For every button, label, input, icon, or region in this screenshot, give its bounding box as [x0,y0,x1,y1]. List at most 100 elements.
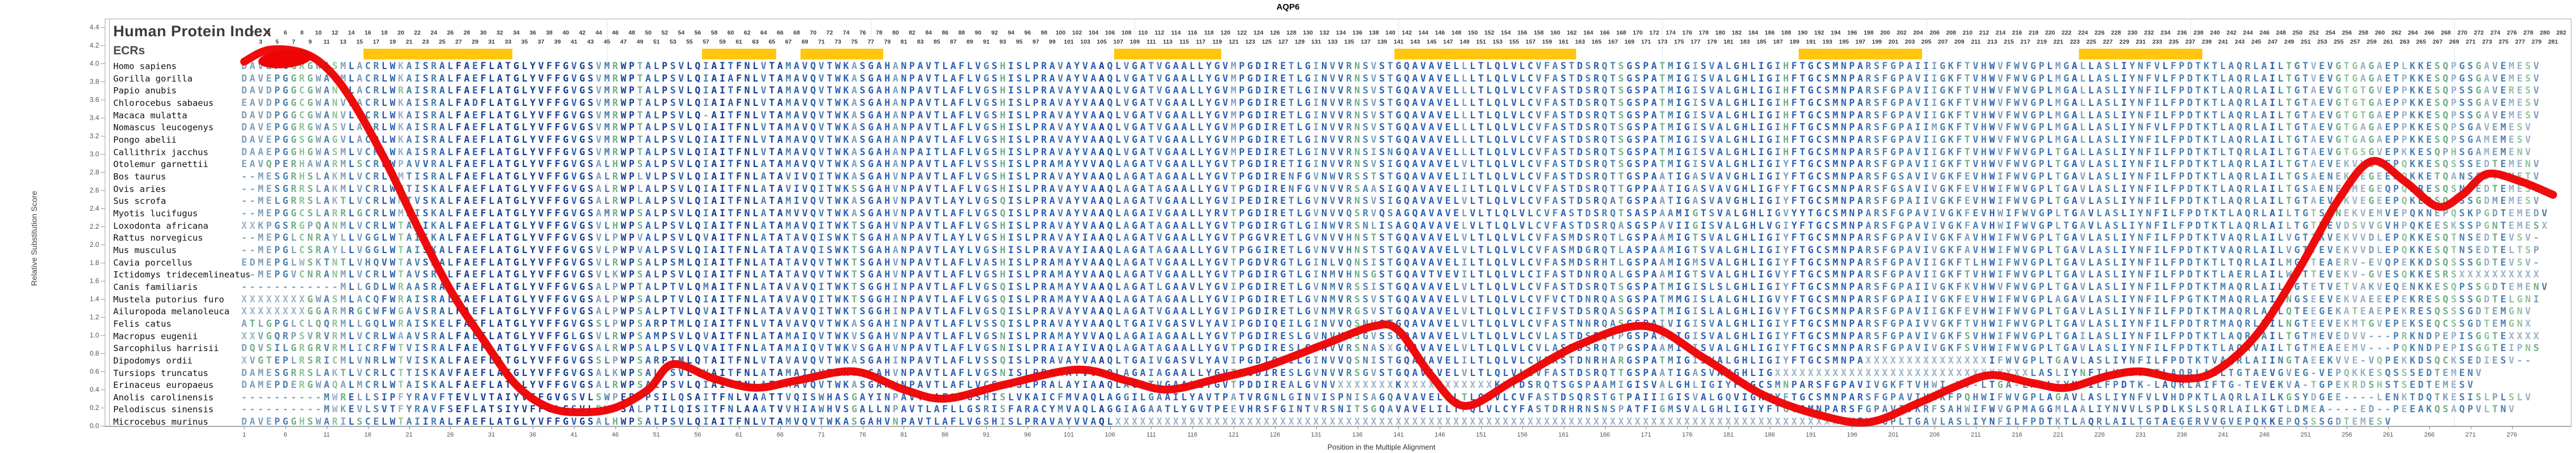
ruler-number: 77 [867,39,875,45]
ruler-number: 126 [1270,29,1280,36]
ruler-number: 3 [259,39,263,45]
ruler-number: 273 [2482,39,2492,45]
ruler-number: 153 [1492,39,1503,45]
ruler-number: 79 [884,39,891,45]
ruler-number: 37 [537,39,545,45]
ruler-number: 42 [579,29,586,36]
ruler-number: 181 [1723,39,1734,45]
x-tick-label: 111 [1146,431,1156,438]
ruler-number: 106 [1105,29,1115,36]
panel-heading: Human Protein Index [113,23,272,40]
ruler-number: 195 [1839,39,1849,45]
x-tick-mark [2017,426,2018,429]
ruler-number: 125 [1261,39,1272,45]
y-tick-label: 0.6 [89,367,99,375]
ruler-number: 183 [1740,39,1750,45]
x-tick-label: 66 [776,431,784,438]
ruler-number: 165 [1591,39,1602,45]
ruler-number: 121 [1229,39,1239,45]
ruler-number: 55 [686,39,693,45]
x-tick-label: 181 [1723,431,1734,438]
ruler-number: 185 [1756,39,1766,45]
y-tick-label: 3.8 [89,78,99,86]
ruler-number: 119 [1212,39,1222,45]
ruler-number: 94 [1007,29,1015,36]
ruler-number: 124 [1253,29,1264,36]
y-tick-mark [101,335,105,336]
x-tick-mark [1687,426,1688,429]
ruler-number: 221 [2053,39,2064,45]
x-tick-label: 96 [1024,431,1032,438]
ruler-number: 25 [438,39,446,45]
ruler-number: 91 [983,39,990,45]
ruler-number: 252 [2309,29,2319,36]
x-tick-label: 106 [1105,431,1115,438]
ruler-number: 9 [308,39,312,45]
ruler-number: 220 [2045,29,2055,36]
y-tick-mark [101,27,105,28]
x-tick-label: 166 [1599,431,1610,438]
ruler-number: 86 [942,29,949,36]
x-tick-mark [285,426,286,429]
ruler-number: 90 [974,29,982,36]
ruler-number: 135 [1344,39,1354,45]
ruler-number: 120 [1220,29,1231,36]
x-tick-mark [986,426,987,429]
y-tick-mark [101,371,105,372]
ruler-number: 259 [2367,39,2377,45]
ruler-number: 127 [1278,39,1289,45]
y-tick-mark [101,299,105,300]
ruler-number: 269 [2449,39,2459,45]
ruler-number: 158 [1534,29,1544,36]
y-tick-label: 0.4 [89,386,99,394]
ruler-number: 162 [1567,29,1577,36]
ruler-number: 274 [2490,29,2501,36]
ruler-number: 52 [661,29,668,36]
ruler-number: 245 [2251,39,2261,45]
ruler-number: 24 [430,29,438,36]
ruler-number: 39 [554,39,561,45]
y-tick-label: 4.2 [89,41,99,49]
ruler-number: 16 [364,29,371,36]
species-name: Pelodiscus sinensis [113,404,214,415]
x-tick-mark [1274,426,1276,429]
ruler-number: 152 [1484,29,1495,36]
x-tick-mark [1151,426,1152,429]
ruler-number: 266 [2424,29,2434,36]
ruler-number: 270 [2457,29,2468,36]
x-tick-mark [2305,426,2307,429]
ruler-number: 244 [2243,29,2253,36]
ruler-number: 83 [917,39,924,45]
ruler-number: 196 [1847,29,1858,36]
ruler-number: 213 [1987,39,1997,45]
ruler-number: 102 [1072,29,1082,36]
ruler-number: 104 [1088,29,1099,36]
ruler-number: 197 [1855,39,1865,45]
x-tick-label: 216 [2012,431,2022,438]
x-tick-mark [1604,426,1606,429]
ruler-number: 60 [727,29,734,36]
ruler-number: 198 [1863,29,1874,36]
ruler-number: 172 [1649,29,1659,36]
species-name: Sarcophilus harrisii [113,343,219,354]
ruler-number: 194 [1830,29,1841,36]
ruler-number: 76 [859,29,866,36]
ruler-number: 154 [1500,29,1511,36]
ruler-number: 190 [1798,29,1808,36]
ruler-number: 56 [694,29,701,36]
ruler-number: 215 [2004,39,2014,45]
ruler-number: 110 [1138,29,1148,36]
x-tick-mark [2429,426,2430,429]
y-tick-label: 3.2 [89,132,99,140]
x-tick-label: 226 [2094,431,2105,438]
ruler-number: 4 [267,29,271,36]
ruler-number: 226 [2094,29,2105,36]
ruler-number: 160 [1550,29,1560,36]
ruler-number: 264 [2408,29,2418,36]
